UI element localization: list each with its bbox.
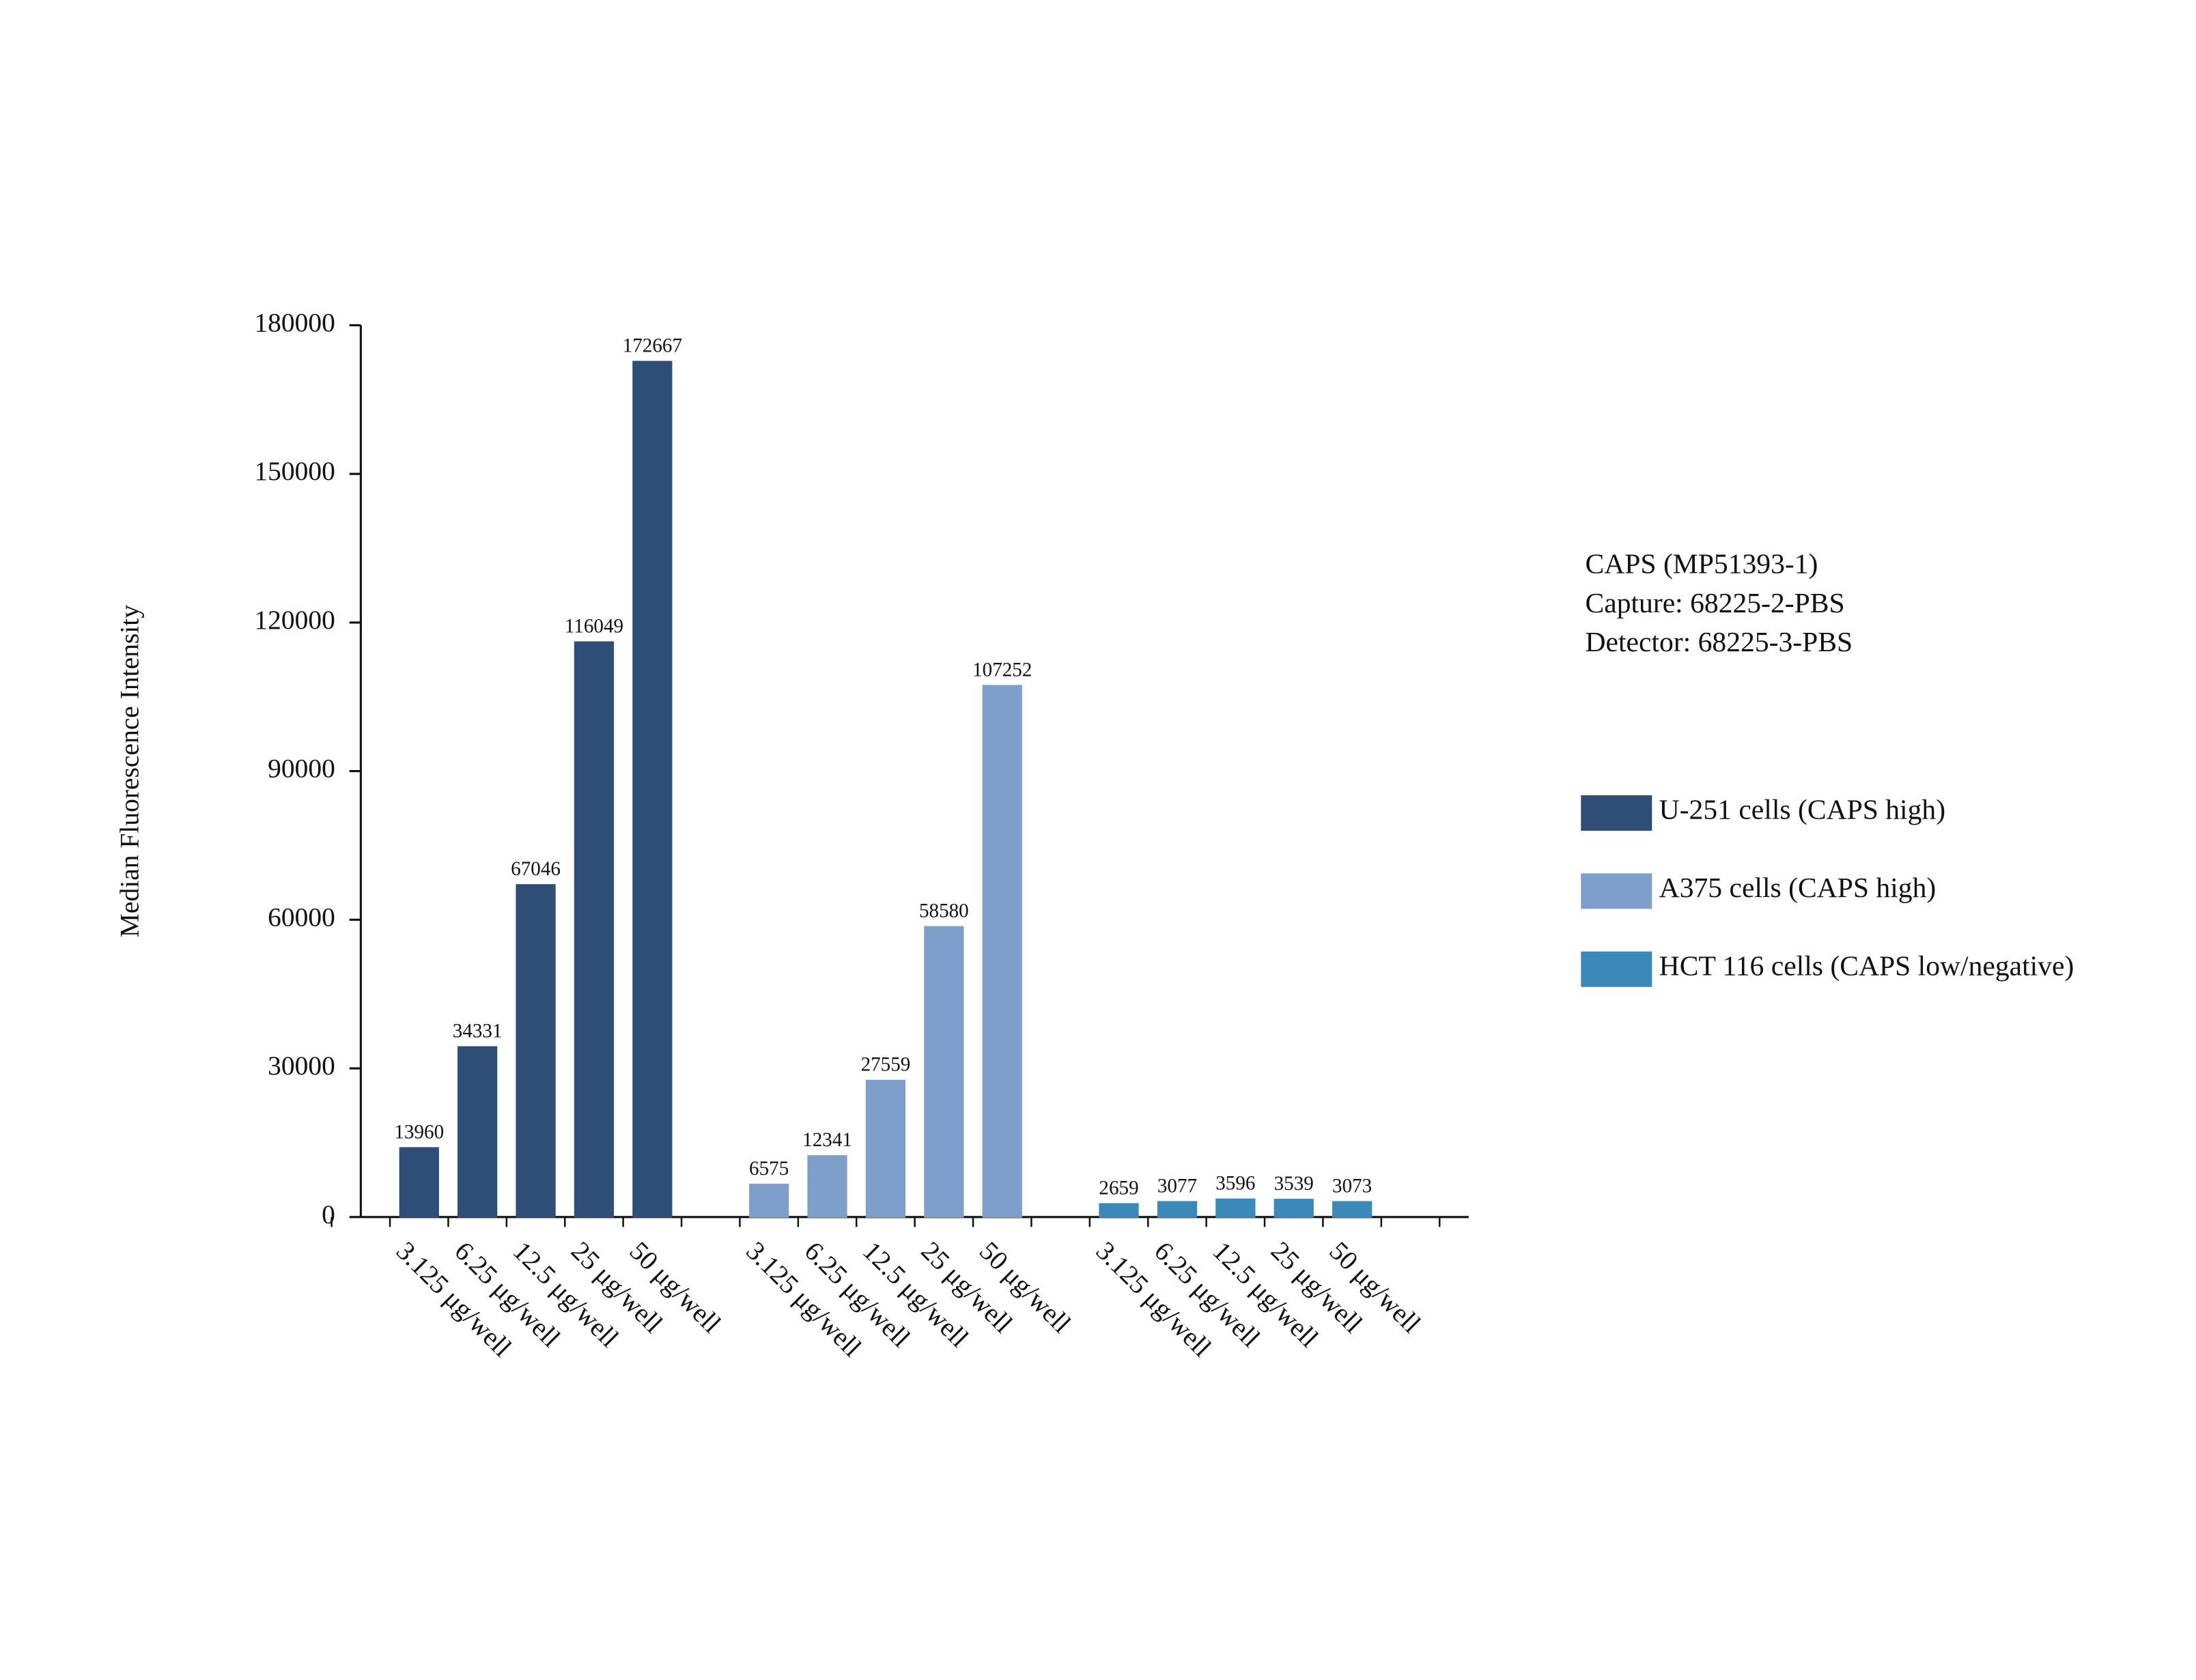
- bar: [632, 360, 673, 1218]
- bar: [1332, 1201, 1372, 1218]
- legend-label: A375 cells (CAPS high): [1659, 872, 1937, 904]
- data-label: 3073: [1332, 1175, 1372, 1197]
- y-tick-label: 120000: [254, 605, 335, 635]
- y-tick-label: 60000: [268, 902, 335, 932]
- y-tick-label: 30000: [268, 1051, 335, 1081]
- annotation: Detector: 68225-3-PBS: [1586, 626, 1853, 657]
- bar: [924, 926, 964, 1218]
- bar: [749, 1184, 789, 1218]
- y-axis-label: Median Fluorescence Intensity: [115, 605, 145, 937]
- data-label: 67046: [511, 858, 561, 880]
- y-tick-label: 0: [322, 1199, 335, 1229]
- data-label: 13960: [394, 1121, 444, 1143]
- legend-label: U-251 cells (CAPS high): [1659, 793, 1945, 825]
- data-label: 107252: [972, 659, 1032, 681]
- bar: [1273, 1199, 1314, 1218]
- legend-swatch: [1581, 795, 1652, 831]
- bar: [865, 1079, 906, 1218]
- legend-swatch: [1581, 873, 1652, 909]
- annotation: CAPS (MP51393-1): [1586, 548, 1818, 580]
- legend-label: HCT 116 cells (CAPS low/negative): [1659, 950, 2074, 982]
- bar: [1157, 1201, 1198, 1218]
- data-label: 3077: [1157, 1175, 1197, 1197]
- bar: [982, 685, 1022, 1218]
- bar: [516, 884, 556, 1218]
- annotation: Capture: 68225-2-PBS: [1586, 587, 1845, 618]
- y-tick-label: 180000: [254, 307, 335, 337]
- data-label: 34331: [453, 1021, 503, 1042]
- data-label: 116049: [565, 615, 623, 637]
- data-label: 12341: [802, 1129, 852, 1151]
- bar: [574, 641, 615, 1218]
- data-label: 3539: [1274, 1173, 1314, 1195]
- legend-swatch: [1581, 951, 1652, 987]
- bar: [399, 1147, 439, 1218]
- data-label: 27559: [861, 1054, 911, 1076]
- data-label: 58580: [919, 900, 969, 922]
- bar: [1215, 1198, 1256, 1218]
- bar: [1099, 1203, 1139, 1218]
- bar: [807, 1155, 847, 1218]
- data-label: 172667: [623, 335, 682, 357]
- bar: [458, 1046, 498, 1218]
- data-label: 2659: [1099, 1177, 1138, 1199]
- y-tick-label: 150000: [254, 456, 335, 486]
- data-label: 6575: [749, 1158, 789, 1180]
- data-label: 3596: [1215, 1173, 1255, 1195]
- y-tick-label: 90000: [268, 754, 335, 784]
